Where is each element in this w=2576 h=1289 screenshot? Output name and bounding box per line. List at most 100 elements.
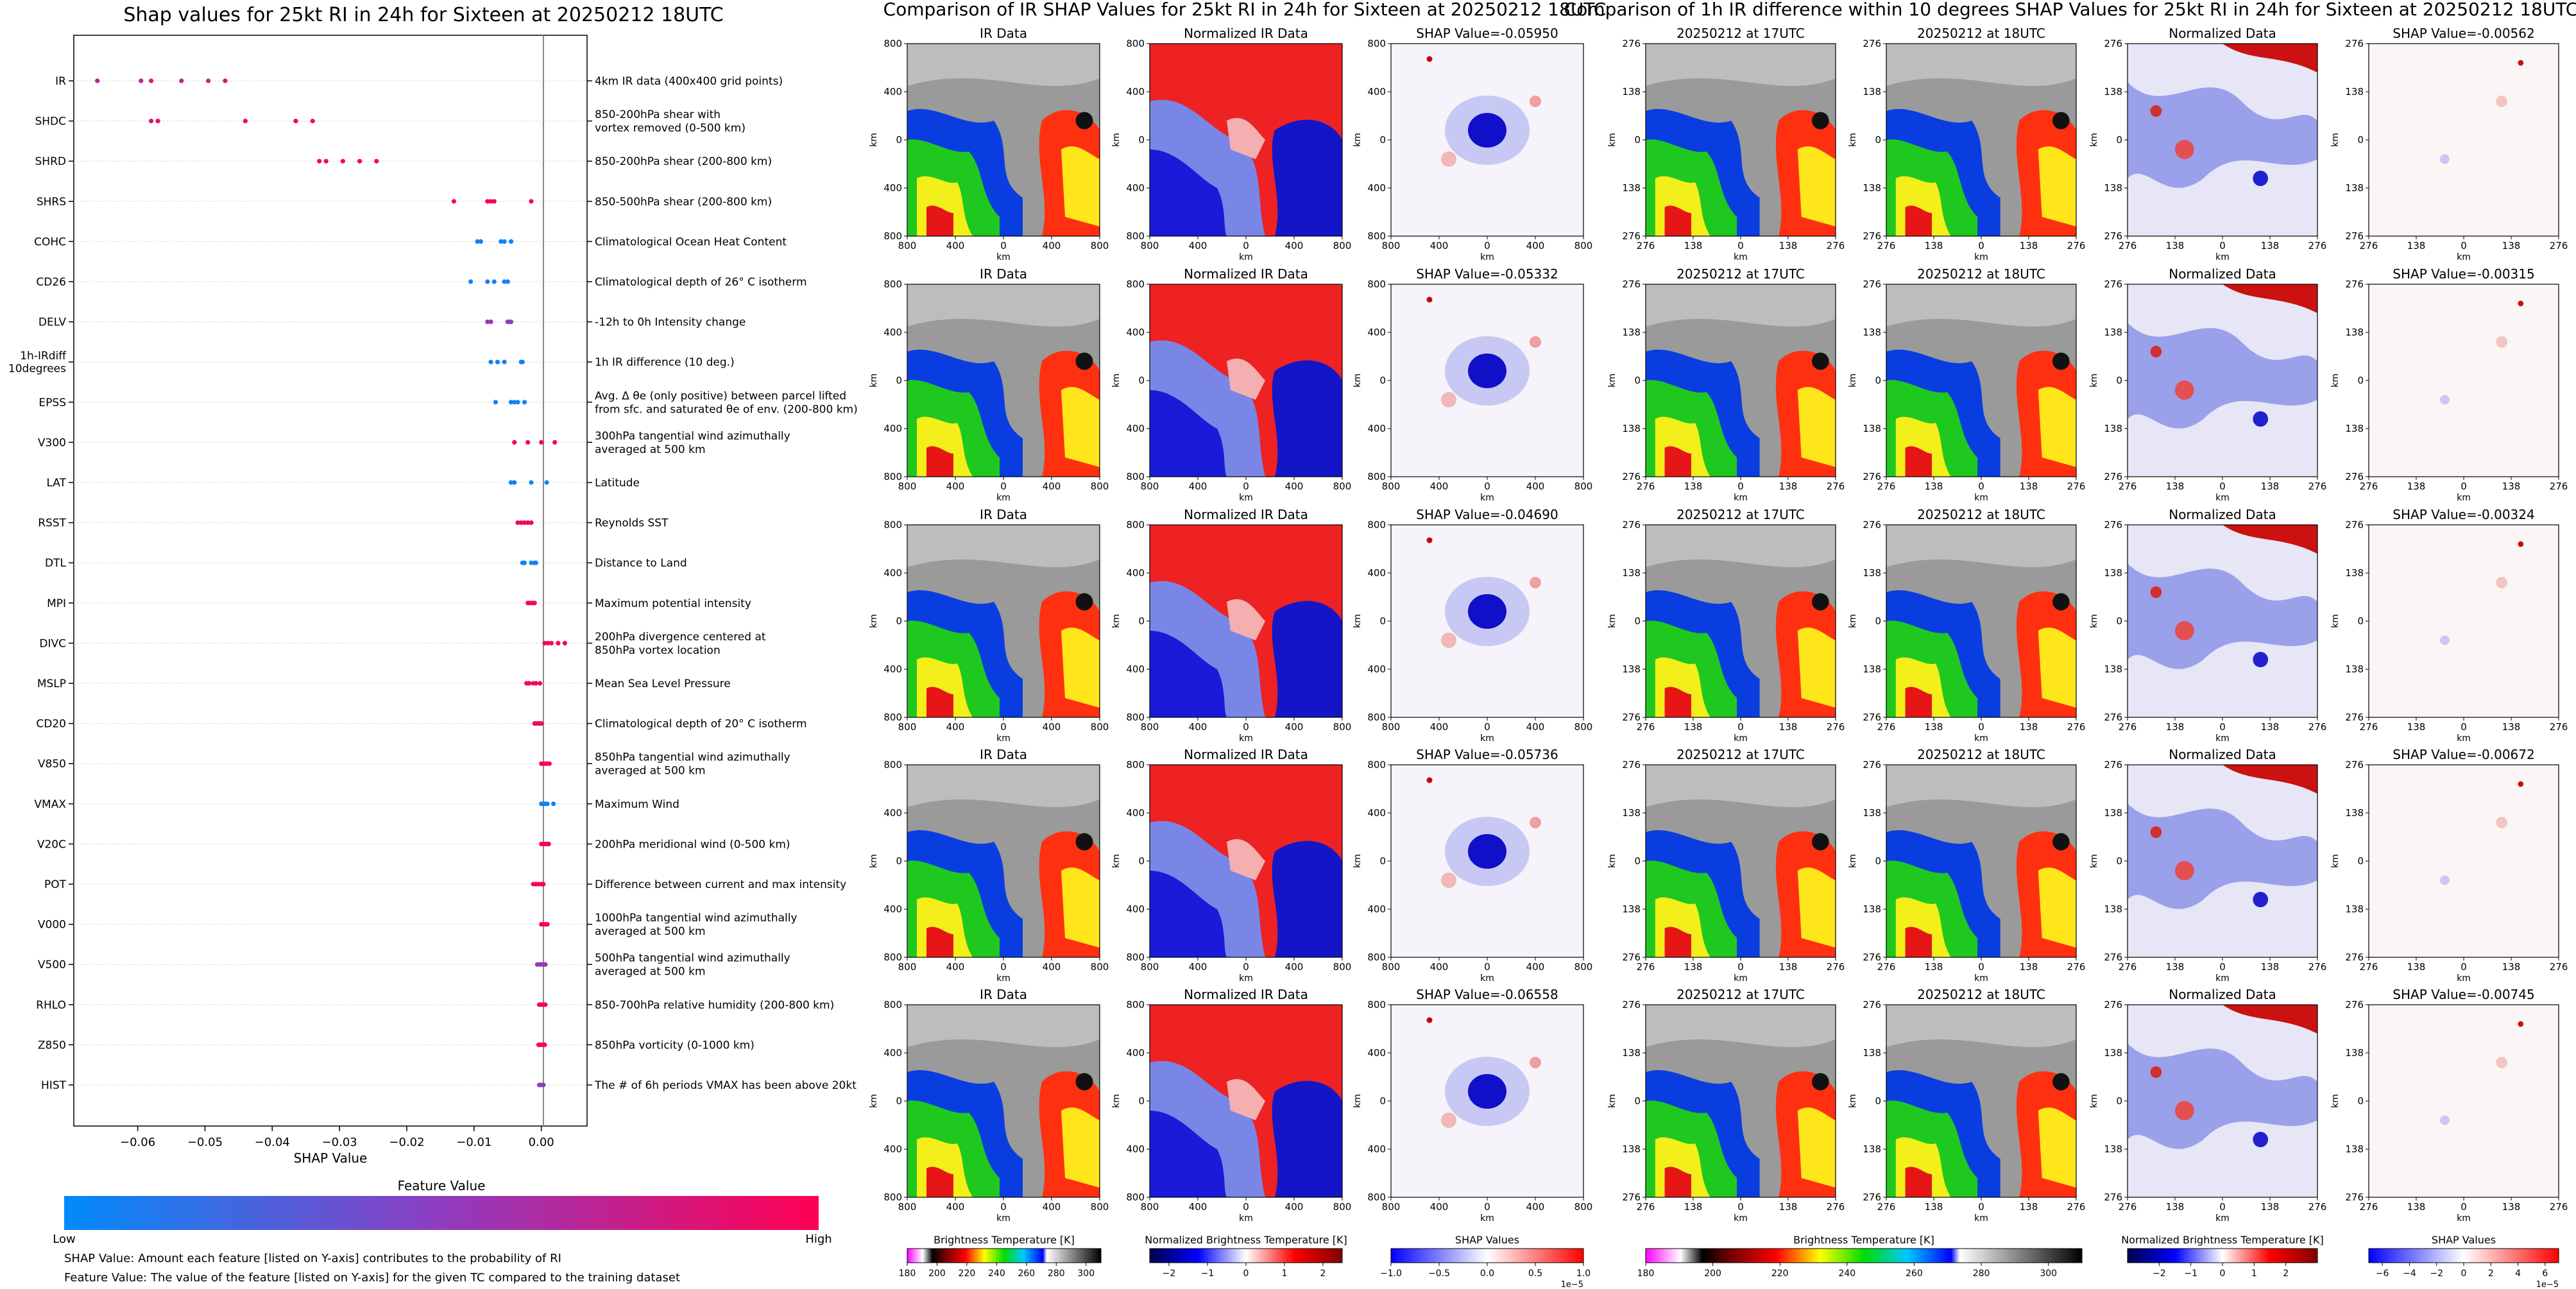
panel-image	[907, 524, 1100, 718]
xaxis-label: km	[1734, 1213, 1748, 1224]
panel-title: 20250212 at 17UTC	[1676, 26, 1805, 41]
xtick-label: 0	[1737, 240, 1744, 252]
colorbar-tick-label: 180	[899, 1268, 916, 1279]
xtick-label: −0.06	[120, 1136, 155, 1149]
ytick-label: 0	[896, 134, 902, 146]
ytick-label: 138	[1863, 663, 1881, 675]
xtick-label: 138	[2502, 481, 2521, 492]
feature-name: IR	[55, 75, 66, 88]
ytick-label: 138	[2345, 327, 2364, 338]
ytick-label: 800	[1126, 278, 1145, 290]
panel-image	[2127, 1004, 2318, 1198]
xtick-label: 0	[1978, 481, 1984, 492]
image-panel: Normalized Data2762761381380013813827627…	[2089, 26, 2326, 262]
shap-point	[485, 320, 490, 325]
shap-point	[478, 239, 483, 244]
colorbar-tick-label: 2	[1320, 1268, 1326, 1279]
xtick-label: 276	[2550, 961, 2568, 973]
shap-point	[374, 158, 379, 164]
colorbar-tick-label: 4	[2515, 1268, 2521, 1279]
panel-title: SHAP Value=-0.05332	[1416, 266, 1558, 282]
ytick-label: 276	[2345, 471, 2364, 482]
xtick-label: 0	[1243, 1201, 1249, 1213]
shap-point	[468, 279, 473, 284]
colorbar-tick-label: −2	[2430, 1268, 2443, 1279]
ytick-label: 400	[1126, 327, 1145, 338]
panel-title: 20250212 at 18UTC	[1917, 507, 2045, 522]
xtick-label: 138	[2020, 1201, 2038, 1213]
xtick-label: 400	[1526, 1201, 1545, 1213]
ytick-label: 276	[2104, 1191, 2122, 1203]
ytick-label: 400	[883, 1047, 902, 1059]
xtick-label: 138	[2502, 721, 2521, 733]
xtick-label: 138	[1779, 481, 1798, 492]
ytick-label: 276	[1622, 519, 1641, 531]
shap-point	[552, 440, 558, 445]
feature-description: Latitude	[595, 477, 640, 490]
xtick-label: 0	[2219, 481, 2226, 492]
xtick-label: 138	[2261, 481, 2280, 492]
colorbar-tick-label: −2	[2153, 1268, 2166, 1279]
ytick-label: 276	[2104, 278, 2122, 290]
shap-point	[542, 640, 547, 646]
xtick-label: 0	[1737, 721, 1744, 733]
feature-name: V850	[38, 758, 66, 771]
panel-title: Normalized IR Data	[1184, 266, 1308, 282]
yaxis-label: km	[1607, 1094, 1617, 1108]
xtick-label: 138	[2020, 481, 2038, 492]
ytick-label: 138	[1863, 903, 1881, 915]
xaxis-label: km	[1480, 1213, 1494, 1224]
xtick-label: 800	[1333, 721, 1352, 733]
ytick-label: 800	[883, 1191, 902, 1203]
ytick-label: 800	[1367, 38, 1386, 49]
ytick-label: 0	[1379, 1095, 1386, 1107]
panel-image	[1149, 764, 1343, 958]
xtick-label: 400	[1526, 721, 1545, 733]
xtick-label: 800	[1091, 481, 1109, 492]
xtick-label: 276	[1637, 961, 1655, 973]
xaxis-label: km	[996, 973, 1011, 984]
panel-title: 20250212 at 18UTC	[1917, 266, 2045, 282]
xaxis-label: km	[2457, 733, 2471, 744]
xtick-label: 800	[1091, 1201, 1109, 1213]
shap-point	[155, 119, 160, 124]
ytick-label: 0	[1875, 855, 1881, 867]
xtick-label: 138	[1925, 240, 1943, 252]
xaxis-label: km	[1734, 733, 1748, 744]
ytick-label: 276	[1863, 471, 1881, 482]
xtick-label: 400	[1285, 961, 1304, 973]
feature-name: V300	[38, 436, 66, 449]
xtick-label: 138	[2261, 1201, 2280, 1213]
xtick-label: 138	[1925, 721, 1943, 733]
xtick-label: 276	[2550, 481, 2568, 492]
ytick-label: 276	[2345, 952, 2364, 963]
colorbar-tick-label: 6	[2542, 1268, 2548, 1279]
panel-image	[1886, 43, 2077, 237]
panel-image	[2368, 43, 2559, 237]
shap-point	[525, 440, 531, 445]
xaxis-label: km	[2215, 973, 2230, 984]
xtick-label: 800	[1382, 1201, 1401, 1213]
xtick-label: 276	[2550, 240, 2568, 252]
shap-point	[529, 199, 534, 204]
shap-point	[532, 601, 537, 606]
yaxis-label: km	[869, 854, 879, 868]
colorbar-tick-label: 2	[2488, 1268, 2494, 1279]
ytick-label: 800	[883, 519, 902, 531]
ytick-label: 800	[1367, 759, 1386, 771]
shap-point	[550, 801, 556, 807]
colorbar-tick-label: 0.5	[1528, 1268, 1542, 1279]
ytick-label: 800	[1367, 999, 1386, 1011]
yaxis-label: km	[1607, 133, 1617, 147]
xaxis-label: km	[1480, 733, 1494, 744]
shap-point	[139, 78, 144, 83]
panel-title: Normalized Data	[2169, 987, 2276, 1002]
ytick-label: 276	[1863, 38, 1881, 49]
xtick-label: 800	[1382, 240, 1401, 252]
ytick-label: 276	[1863, 519, 1881, 531]
yaxis-label: km	[1111, 133, 1122, 147]
colorbar-label: Brightness Temperature [K]	[1793, 1234, 1934, 1246]
panel-image	[907, 764, 1100, 958]
ytick-label: 0	[1634, 855, 1641, 867]
shap-point	[495, 359, 500, 364]
